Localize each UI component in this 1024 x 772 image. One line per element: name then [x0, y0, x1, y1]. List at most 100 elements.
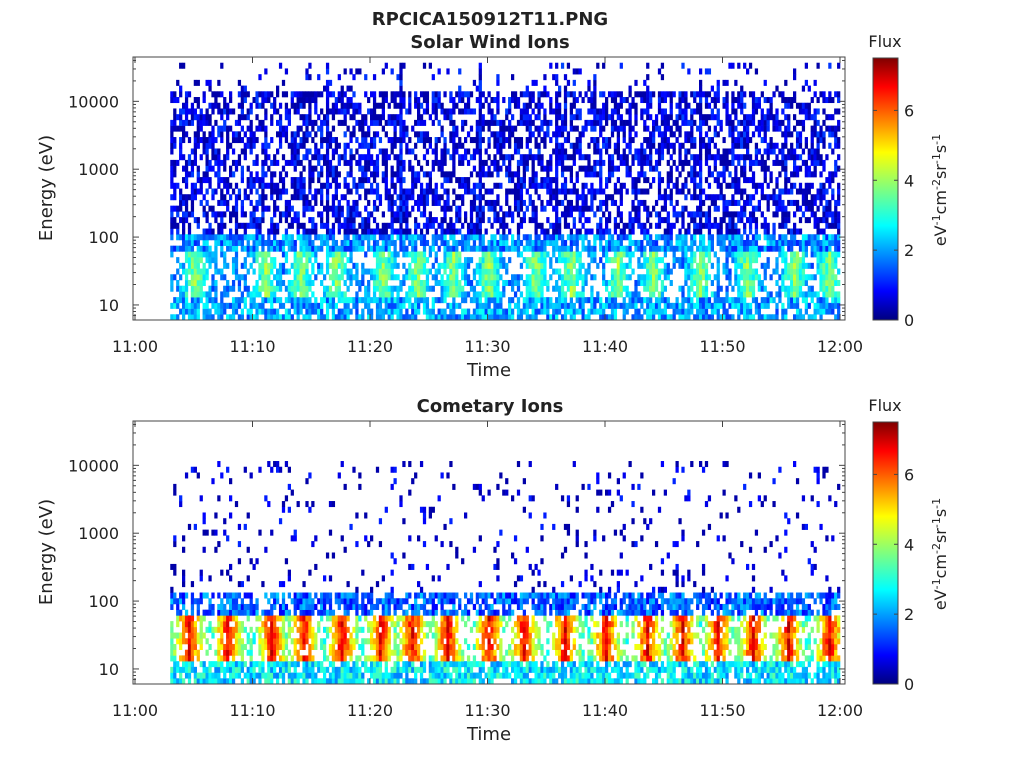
heatmap-cell — [475, 297, 479, 304]
heatmap-cell — [531, 154, 535, 161]
heatmap-cell — [428, 177, 432, 184]
heatmap-cell — [378, 91, 383, 98]
heatmap-cell — [237, 297, 242, 304]
heatmap-cell — [182, 102, 186, 109]
heatmap-cell — [343, 302, 347, 309]
heatmap-cell — [487, 165, 491, 172]
heatmap-cell — [531, 262, 535, 269]
heatmap-cell — [325, 262, 330, 269]
heatmap-cell — [466, 234, 471, 241]
heatmap-cell — [646, 91, 650, 98]
heatmap-cell — [649, 148, 653, 155]
heatmap-cell — [396, 228, 400, 235]
heatmap-cell — [631, 125, 635, 132]
heatmap-cell — [381, 114, 385, 121]
heatmap-cell — [740, 234, 744, 241]
heatmap-cell — [184, 194, 189, 201]
heatmap-cell — [549, 257, 553, 264]
heatmap-cell — [628, 217, 632, 224]
heatmap-cell — [743, 131, 747, 138]
heatmap-cell — [399, 91, 403, 98]
heatmap-cell — [519, 182, 524, 189]
heatmap-cell — [261, 234, 265, 241]
heatmap-cell — [331, 228, 336, 235]
heatmap-cell — [505, 165, 509, 172]
heatmap-cell — [387, 188, 391, 195]
heatmap-cell — [258, 182, 262, 189]
heatmap-cell — [440, 234, 444, 241]
heatmap-cell — [199, 114, 203, 121]
heatmap-cell — [487, 125, 491, 132]
heatmap-cell — [493, 119, 497, 126]
heatmap-cell — [716, 85, 720, 92]
heatmap-cell — [607, 291, 612, 298]
heatmap-cell — [616, 211, 620, 218]
heatmap-cell — [740, 91, 744, 98]
heatmap-cell — [252, 182, 256, 189]
heatmap-cell — [264, 171, 268, 178]
heatmap-cell — [390, 148, 394, 155]
heatmap-cell — [475, 228, 479, 235]
heatmap-cell — [466, 222, 471, 229]
heatmap-cell — [361, 165, 365, 172]
heatmap-cell — [284, 205, 289, 212]
heatmap-cell — [287, 291, 291, 298]
heatmap-cell — [699, 199, 703, 206]
heatmap-cell — [422, 302, 427, 309]
heatmap-cell — [537, 108, 541, 115]
heatmap-cell — [425, 314, 430, 321]
heatmap-cell — [372, 114, 377, 121]
heatmap-cell — [593, 194, 597, 201]
heatmap-cell — [549, 97, 553, 104]
heatmap-cell — [605, 285, 609, 292]
heatmap-cell — [393, 257, 397, 264]
heatmap-cell — [560, 165, 565, 172]
heatmap-cell — [340, 91, 344, 98]
heatmap-cell — [187, 245, 192, 252]
heatmap-cell — [558, 159, 562, 166]
heatmap-cell — [417, 199, 421, 206]
heatmap-cell — [311, 165, 315, 172]
heatmap-cell — [299, 285, 303, 292]
heatmap-cell — [184, 159, 189, 166]
heatmap-cell — [355, 234, 359, 241]
heatmap-cell — [525, 262, 529, 269]
heatmap-cell — [325, 228, 330, 235]
heatmap-cell — [302, 205, 306, 212]
heatmap-cell — [240, 148, 244, 155]
heatmap-cell — [634, 217, 638, 224]
heatmap-cell — [637, 91, 641, 98]
heatmap-cell — [610, 274, 615, 281]
heatmap-cell — [699, 285, 703, 292]
heatmap-cell — [440, 314, 444, 321]
heatmap-cell — [672, 314, 676, 321]
heatmap-cell — [640, 314, 644, 321]
heatmap-cell — [302, 131, 306, 138]
heatmap-cell — [505, 171, 509, 178]
heatmap-cell — [190, 159, 195, 166]
heatmap-cell — [325, 239, 330, 246]
heatmap-cell — [402, 62, 406, 69]
heatmap-cell — [660, 245, 665, 252]
heatmap-cell — [569, 171, 573, 178]
heatmap-cell — [314, 297, 318, 304]
heatmap-cell — [349, 131, 353, 138]
heatmap-cell — [725, 234, 729, 241]
heatmap-cell — [323, 234, 327, 241]
heatmap-cell — [466, 159, 471, 166]
heatmap-cell — [466, 97, 471, 104]
heatmap-cell — [737, 177, 741, 184]
heatmap-cell — [320, 91, 324, 98]
heatmap-cell — [317, 114, 321, 121]
heatmap-cell — [323, 159, 327, 166]
heatmap-cell — [223, 182, 227, 189]
heatmap-cell — [234, 165, 239, 172]
heatmap-cell — [314, 165, 318, 172]
heatmap-cell — [560, 274, 565, 281]
heatmap-cell — [214, 239, 218, 246]
heatmap-cell — [743, 279, 747, 286]
heatmap-cell — [387, 119, 391, 126]
heatmap-cell — [728, 148, 732, 155]
heatmap-cell — [607, 234, 612, 241]
heatmap-cell — [607, 217, 612, 224]
